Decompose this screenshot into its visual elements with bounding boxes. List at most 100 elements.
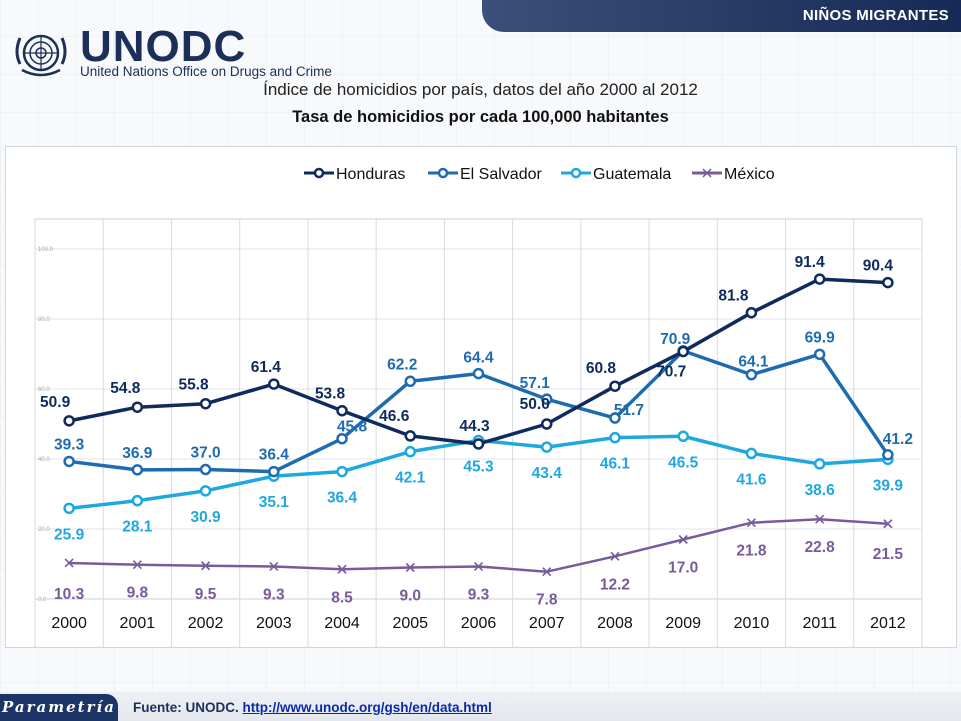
data-label: 43.4 xyxy=(532,465,563,482)
x-tick-label: 2007 xyxy=(529,615,565,632)
banner-title: NIÑOS MIGRANTES xyxy=(802,7,949,24)
data-point[interactable] xyxy=(337,564,347,574)
data-point[interactable] xyxy=(404,430,417,442)
x-tick-label: 2006 xyxy=(461,615,497,632)
data-label: 9.3 xyxy=(263,586,285,603)
data-label: 64.1 xyxy=(738,354,769,371)
data-point[interactable] xyxy=(131,464,144,476)
data-label: 50.9 xyxy=(40,394,71,411)
data-label: 21.8 xyxy=(736,543,767,560)
data-point[interactable] xyxy=(404,445,417,458)
data-point[interactable] xyxy=(131,494,144,507)
legend-marker xyxy=(702,168,712,178)
data-point[interactable] xyxy=(199,397,212,410)
legend-marker xyxy=(437,167,449,179)
plot-area xyxy=(34,218,923,600)
data-point[interactable] xyxy=(882,276,894,289)
data-point[interactable] xyxy=(540,393,553,405)
data-point[interactable] xyxy=(540,441,553,453)
data-point[interactable] xyxy=(268,465,280,478)
data-point[interactable] xyxy=(64,558,74,568)
data-point[interactable] xyxy=(745,368,758,381)
data-point[interactable] xyxy=(677,430,689,442)
data-label: 39.3 xyxy=(54,436,85,453)
data-point[interactable] xyxy=(813,348,826,361)
data-label: 62.2 xyxy=(387,356,417,373)
data-point[interactable] xyxy=(813,273,826,285)
data-point[interactable] xyxy=(201,561,211,571)
data-label: 12.2 xyxy=(600,576,630,593)
data-label: 57.1 xyxy=(520,375,551,392)
y-tick-label: 80.0 xyxy=(38,317,50,323)
data-label: 36.9 xyxy=(122,445,153,462)
data-point[interactable] xyxy=(610,551,620,561)
data-point[interactable] xyxy=(472,367,485,380)
data-label: 9.5 xyxy=(195,586,217,603)
data-point[interactable] xyxy=(540,418,553,430)
source-link[interactable]: http://www.unodc.org/gsh/en/data.html xyxy=(242,700,492,715)
footer-source: Fuente: UNODC. http://www.unodc.org/gsh/… xyxy=(133,700,492,715)
brand-subtitle: United Nations Office on Drugs and Crime xyxy=(80,64,332,79)
data-point[interactable] xyxy=(269,561,279,572)
data-point[interactable] xyxy=(746,518,756,528)
data-label: 46.1 xyxy=(600,456,631,473)
data-point[interactable] xyxy=(131,401,144,413)
data-point[interactable] xyxy=(336,465,348,478)
chart-container: 0.0 20.0 40.0 60.0 80.0 100.0 2000 2001 2002 2003… xyxy=(5,146,957,648)
x-tick-label: 2009 xyxy=(665,615,701,632)
data-label: 8.5 xyxy=(331,589,353,606)
data-label: 41.2 xyxy=(883,431,913,448)
data-label: 50.0 xyxy=(520,396,550,413)
legend-entry: Honduras xyxy=(336,166,405,183)
data-point[interactable] xyxy=(815,514,825,524)
chart-title: Índice de homicidios por país, datos del… xyxy=(263,80,698,99)
data-point[interactable] xyxy=(336,432,348,445)
data-point[interactable] xyxy=(472,438,485,450)
data-label: 38.6 xyxy=(805,482,836,499)
data-point[interactable] xyxy=(609,412,621,424)
data-label: 46.6 xyxy=(379,408,410,425)
legend-marker xyxy=(570,167,582,179)
data-point[interactable] xyxy=(63,455,75,468)
data-label: 70.7 xyxy=(656,364,686,381)
x-tick-label: 2008 xyxy=(597,615,633,632)
data-point[interactable] xyxy=(473,561,484,572)
brand-logo-text: UNODC xyxy=(80,22,247,71)
data-label: 54.8 xyxy=(110,380,141,397)
data-label: 69.9 xyxy=(805,329,836,346)
x-tick-label: 2010 xyxy=(734,615,770,632)
data-point[interactable] xyxy=(745,306,758,319)
data-point[interactable] xyxy=(678,534,688,545)
data-point[interactable] xyxy=(609,431,621,444)
y-tick-label: 40.0 xyxy=(38,457,50,463)
line-chart: 0.0 20.0 40.0 60.0 80.0 100.0 2000 2001 2002 2003… xyxy=(34,166,923,647)
data-label: 51.7 xyxy=(614,402,644,419)
x-tick-label: 2001 xyxy=(120,615,156,632)
data-point[interactable] xyxy=(882,449,894,461)
data-point[interactable] xyxy=(336,404,348,417)
data-label: 44.3 xyxy=(459,418,490,435)
data-point[interactable] xyxy=(813,458,826,470)
data-point[interactable] xyxy=(542,567,552,577)
footer-brand-logo: Parametría xyxy=(0,694,118,721)
legend-marker xyxy=(313,167,325,179)
data-label: 9.0 xyxy=(399,588,421,605)
x-tick-label: 2002 xyxy=(188,615,224,632)
source-label: Fuente: UNODC. xyxy=(133,700,239,715)
data-point[interactable] xyxy=(63,415,75,427)
data-label: 91.4 xyxy=(795,254,826,271)
data-point[interactable] xyxy=(677,345,689,358)
x-tick-label: 2003 xyxy=(256,615,292,632)
data-point[interactable] xyxy=(199,485,212,497)
data-point[interactable] xyxy=(609,380,621,392)
data-label: 60.8 xyxy=(586,360,617,377)
y-tick-label: 0.0 xyxy=(38,597,47,603)
data-point[interactable] xyxy=(883,519,893,529)
data-point[interactable] xyxy=(268,378,280,390)
data-point[interactable] xyxy=(199,463,212,476)
data-point[interactable] xyxy=(132,560,142,570)
data-point[interactable] xyxy=(405,562,415,573)
data-point[interactable] xyxy=(63,502,75,515)
data-point[interactable] xyxy=(404,375,417,388)
data-point[interactable] xyxy=(745,447,758,460)
